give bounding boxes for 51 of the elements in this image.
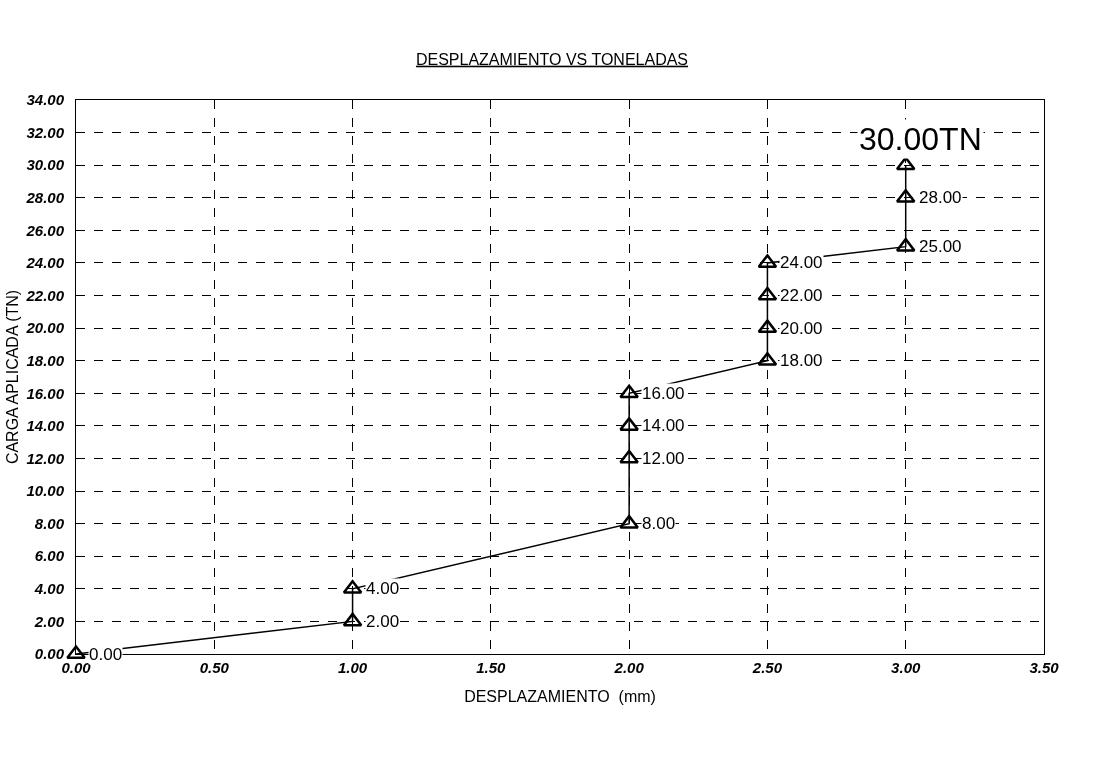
data-label: 18.00: [780, 351, 823, 370]
y-tick-label: 30.00: [26, 156, 65, 174]
x-tick-label: 2.00: [613, 659, 645, 676]
data-label: 20.00: [780, 319, 823, 338]
point: [757, 286, 778, 301]
y-tick-label: 10.00: [26, 482, 65, 500]
x-tick-label: 3.50: [1029, 659, 1060, 676]
y-tick-label: 28.00: [25, 189, 65, 207]
point: [66, 645, 86, 659]
y-tick-label: 16.00: [26, 384, 65, 402]
x-tick-label: 1.50: [476, 659, 507, 676]
data-label: 0.00: [89, 645, 123, 664]
y-tick-label: 32.00: [26, 123, 65, 141]
y-tick-label: 12.00: [26, 449, 65, 467]
data-label: 2.00: [366, 612, 400, 631]
point: [757, 319, 778, 334]
annotation: 30.00TN: [859, 121, 982, 157]
x-tick-label: 1.00: [337, 659, 368, 676]
point: [342, 612, 363, 627]
data-label: 25.00: [919, 237, 962, 256]
chart-title: DESPLAZAMIENTO VS TONELADAS: [415, 50, 689, 68]
x-tick-label: 0.50: [199, 659, 230, 676]
x-axis-title: DESPLAZAMIENTO (mm): [464, 687, 656, 705]
point: [895, 237, 916, 252]
data-label: 14.00: [642, 416, 685, 435]
y-tick-label: 2.00: [33, 612, 65, 630]
data-label: 16.00: [642, 384, 685, 403]
y-tick-label: 18.00: [26, 351, 65, 369]
data-label: 12.00: [642, 449, 685, 468]
y-tick-label: 20.00: [25, 319, 65, 337]
point: [895, 156, 916, 171]
x-tick-label: 3.00: [891, 659, 921, 676]
y-tick-label: 22.00: [25, 286, 65, 304]
data-label: 4.00: [366, 579, 400, 598]
x-tick-label: 2.50: [751, 659, 783, 676]
y-axis-title: CARGA APLICADA (TN): [4, 289, 22, 465]
data-label: 8.00: [642, 514, 676, 533]
y-tick-label: 8.00: [34, 514, 65, 532]
y-tick-label: 34.00: [26, 91, 65, 109]
y-tick-label: 26.00: [25, 221, 65, 239]
point: [619, 449, 640, 464]
y-tick-label: 14.00: [26, 417, 65, 435]
data-label: 28.00: [919, 188, 962, 207]
y-tick-label: 24.00: [25, 254, 65, 272]
point: [757, 351, 778, 366]
data-label: 22.00: [780, 286, 823, 305]
data-label: 24.00: [780, 253, 823, 272]
y-tick-label: 4.00: [33, 580, 65, 598]
point: [619, 384, 640, 399]
point: [619, 514, 640, 529]
y-tick-label: 6.00: [34, 547, 65, 565]
